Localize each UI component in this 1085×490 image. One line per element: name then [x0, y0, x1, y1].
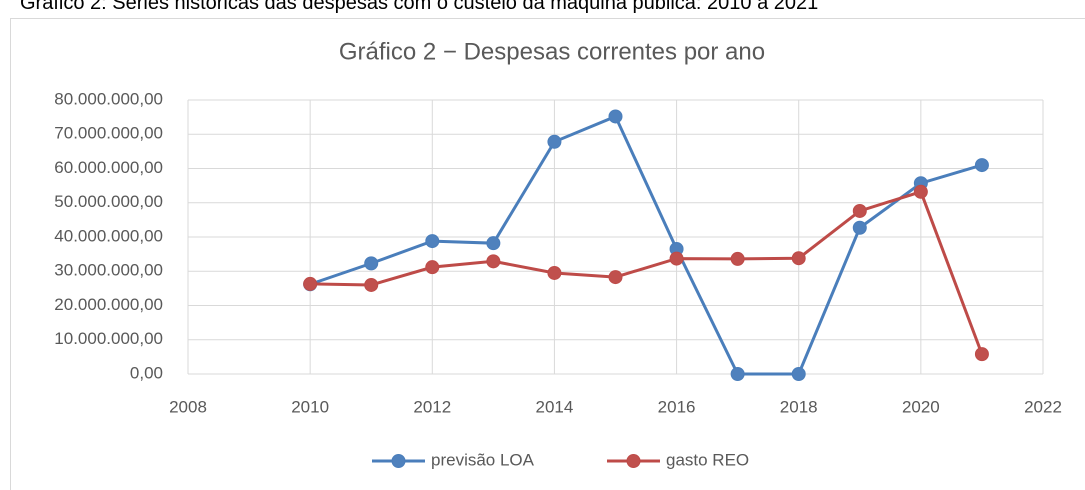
- legend-label: previsão LOA: [431, 450, 535, 469]
- data-point: [608, 109, 623, 124]
- chart-title: Gráfico 2 − Despesas correntes por ano: [339, 38, 765, 65]
- x-tick-label: 2008: [169, 397, 207, 416]
- x-tick-label: 2010: [291, 397, 329, 416]
- legend-label: gasto REO: [666, 450, 749, 469]
- data-point: [364, 277, 379, 292]
- data-point: [547, 134, 562, 149]
- legend-marker: [391, 454, 406, 468]
- data-point: [852, 203, 867, 218]
- data-point: [303, 276, 318, 291]
- data-point: [852, 220, 867, 235]
- series-line: [310, 189, 984, 355]
- data-point: [791, 367, 806, 381]
- x-tick-label: 2016: [658, 397, 696, 416]
- legend-marker: [626, 454, 641, 468]
- data-point: [486, 254, 501, 269]
- x-tick-label: 2018: [780, 397, 818, 416]
- y-tick-label: 70.000.000,00: [54, 124, 163, 143]
- data-point: [547, 265, 562, 280]
- data-point: [974, 347, 989, 362]
- caption: Gráfico 2: Séries históricas das despesa…: [20, 0, 818, 14]
- series-line: [309, 114, 983, 376]
- y-tick-label: 10.000.000,00: [54, 329, 163, 348]
- data-point: [425, 234, 440, 249]
- y-tick-label: 20.000.000,00: [54, 295, 163, 314]
- y-tick-label: 0,00: [130, 363, 163, 382]
- x-tick-label: 2014: [536, 397, 574, 416]
- data-point: [364, 256, 379, 271]
- data-point: [425, 260, 440, 275]
- data-point: [730, 367, 745, 381]
- data-point: [730, 251, 745, 266]
- y-tick-label: 30.000.000,00: [54, 261, 163, 280]
- y-tick-label: 50.000.000,00: [54, 192, 163, 211]
- data-point: [974, 158, 989, 173]
- data-point: [486, 236, 501, 251]
- data-point: [913, 184, 928, 199]
- chart-border: [10, 18, 1085, 490]
- data-point: [669, 251, 684, 266]
- y-tick-label: 80.000.000,00: [54, 89, 163, 108]
- y-tick-label: 60.000.000,00: [54, 158, 163, 177]
- y-tick-label: 40.000.000,00: [54, 226, 163, 245]
- x-tick-label: 2022: [1024, 397, 1062, 416]
- x-tick-label: 2012: [413, 397, 451, 416]
- x-tick-label: 2020: [902, 397, 940, 416]
- data-point: [608, 270, 623, 285]
- data-point: [791, 251, 806, 266]
